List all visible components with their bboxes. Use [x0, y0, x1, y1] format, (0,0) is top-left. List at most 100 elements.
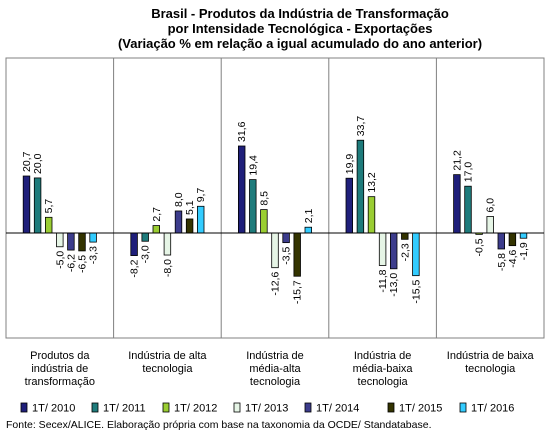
bar [56, 232, 64, 248]
data-label: -15,5 [410, 280, 422, 304]
bar [389, 232, 398, 270]
data-label: 13,2 [366, 172, 378, 193]
legend-label: 1T/ 2013 [245, 403, 288, 415]
data-label: 5,7 [43, 199, 55, 214]
data-label: -5,8 [496, 253, 508, 271]
category-label: tecnologia [250, 376, 301, 388]
legend-swatch [387, 402, 395, 413]
data-label: -15,7 [292, 280, 304, 304]
category-label: média-alta [249, 363, 301, 375]
legend: 1T/ 2010 1T/ 2011 1T/ 2012 1T/ 2013 1T/ 2014… [20, 402, 514, 415]
bar [271, 232, 279, 269]
data-label: -4,6 [507, 250, 519, 268]
data-label: 31,6 [236, 121, 248, 142]
data-label: -11,8 [377, 269, 389, 292]
category-label: média-baixa [353, 363, 414, 375]
bar [378, 232, 387, 266]
data-label: -6,5 [77, 255, 89, 273]
bar [237, 145, 246, 234]
data-label: 8,5 [258, 191, 270, 206]
category-label: Indústria de [354, 350, 411, 362]
bar [141, 232, 149, 242]
bar [22, 175, 31, 234]
bar [33, 177, 42, 234]
data-label: -3,3 [88, 246, 100, 264]
bar [304, 226, 312, 234]
data-label: 2,7 [151, 207, 163, 222]
legend-swatch [459, 402, 467, 413]
bar [282, 232, 290, 244]
bar [345, 177, 353, 234]
category-label: tecnologia [358, 376, 409, 388]
data-label: -2,3 [399, 243, 411, 261]
bar [464, 185, 472, 234]
bar [497, 232, 505, 250]
data-label: 20,7 [21, 151, 33, 172]
bar [401, 232, 409, 240]
bar [260, 209, 268, 234]
legend-label: 1T/ 2011 [103, 403, 146, 415]
category-label: indústria de [31, 363, 88, 375]
bar [89, 232, 97, 243]
data-label: 33,7 [355, 116, 367, 137]
source-note: Fonte: Secex/ALICE. Elaboração própria c… [6, 419, 432, 431]
plot-area: 20,7 -8,2 31,6 19,9 21,2 20,0 -3,0 19,4 33,7 17,0… [5, 57, 545, 339]
legend-label: 1T/ 2010 [32, 403, 75, 415]
category-label: Indústria de alta [128, 350, 207, 362]
chart-title-line: (Variação % em relação a igual acumulado… [118, 36, 482, 51]
legend-label: 1T/ 2012 [174, 403, 217, 415]
data-label: -3,5 [281, 246, 293, 264]
bar [508, 232, 517, 247]
data-label: 5,1 [184, 200, 196, 215]
bar [486, 216, 494, 234]
bar [67, 232, 75, 251]
bar [519, 232, 528, 239]
legend-swatch [304, 402, 312, 413]
data-label: -5,0 [54, 251, 66, 269]
data-label: 19,9 [344, 154, 356, 175]
bar [412, 232, 420, 277]
legend-swatch [162, 402, 170, 413]
data-label: 2,1 [303, 208, 315, 223]
data-label: 6,0 [485, 198, 497, 213]
bar [45, 216, 53, 234]
legend-label: 1T/ 2016 [471, 403, 514, 415]
chart-title-line: Brasil - Produtos da Indústria de Transf… [151, 6, 449, 21]
data-label: -0,5 [474, 238, 486, 256]
data-label: 8,0 [173, 192, 185, 207]
data-label: 9,7 [195, 188, 207, 203]
plot-border [5, 57, 545, 339]
chart-title: Brasil - Produtos da Indústria de Transf… [118, 6, 482, 51]
legend-label: 1T/ 2014 [316, 403, 359, 415]
bar [453, 174, 461, 234]
data-label: 19,4 [247, 155, 259, 176]
bar [356, 139, 365, 234]
bar [152, 225, 160, 234]
legend-label: 1T/ 2015 [399, 403, 442, 415]
legend-swatch [91, 402, 99, 413]
data-label: 21,2 [451, 150, 463, 171]
data-label: -12,6 [270, 272, 282, 296]
data-label: -8,2 [129, 259, 141, 277]
bar [367, 196, 376, 234]
bar [196, 205, 205, 234]
data-label: -1,9 [518, 242, 530, 260]
data-label: -13,0 [388, 273, 400, 297]
data-label: 20,0 [32, 153, 44, 174]
bar [130, 232, 138, 256]
bar [163, 232, 172, 256]
data-label: -8,0 [162, 259, 174, 277]
data-label: 17,0 [463, 162, 475, 183]
category-label: Produtos da [30, 350, 90, 362]
bar [293, 232, 301, 277]
data-label: -3,0 [140, 245, 152, 263]
legend-swatch [233, 402, 241, 413]
bar [78, 232, 86, 252]
bar [185, 218, 194, 234]
bar [249, 179, 257, 234]
chart-title-line: por Intensidade Tecnológica - Exportaçõe… [168, 21, 433, 36]
data-label: -6,2 [65, 254, 77, 272]
category-label: tecnologia [142, 363, 193, 375]
